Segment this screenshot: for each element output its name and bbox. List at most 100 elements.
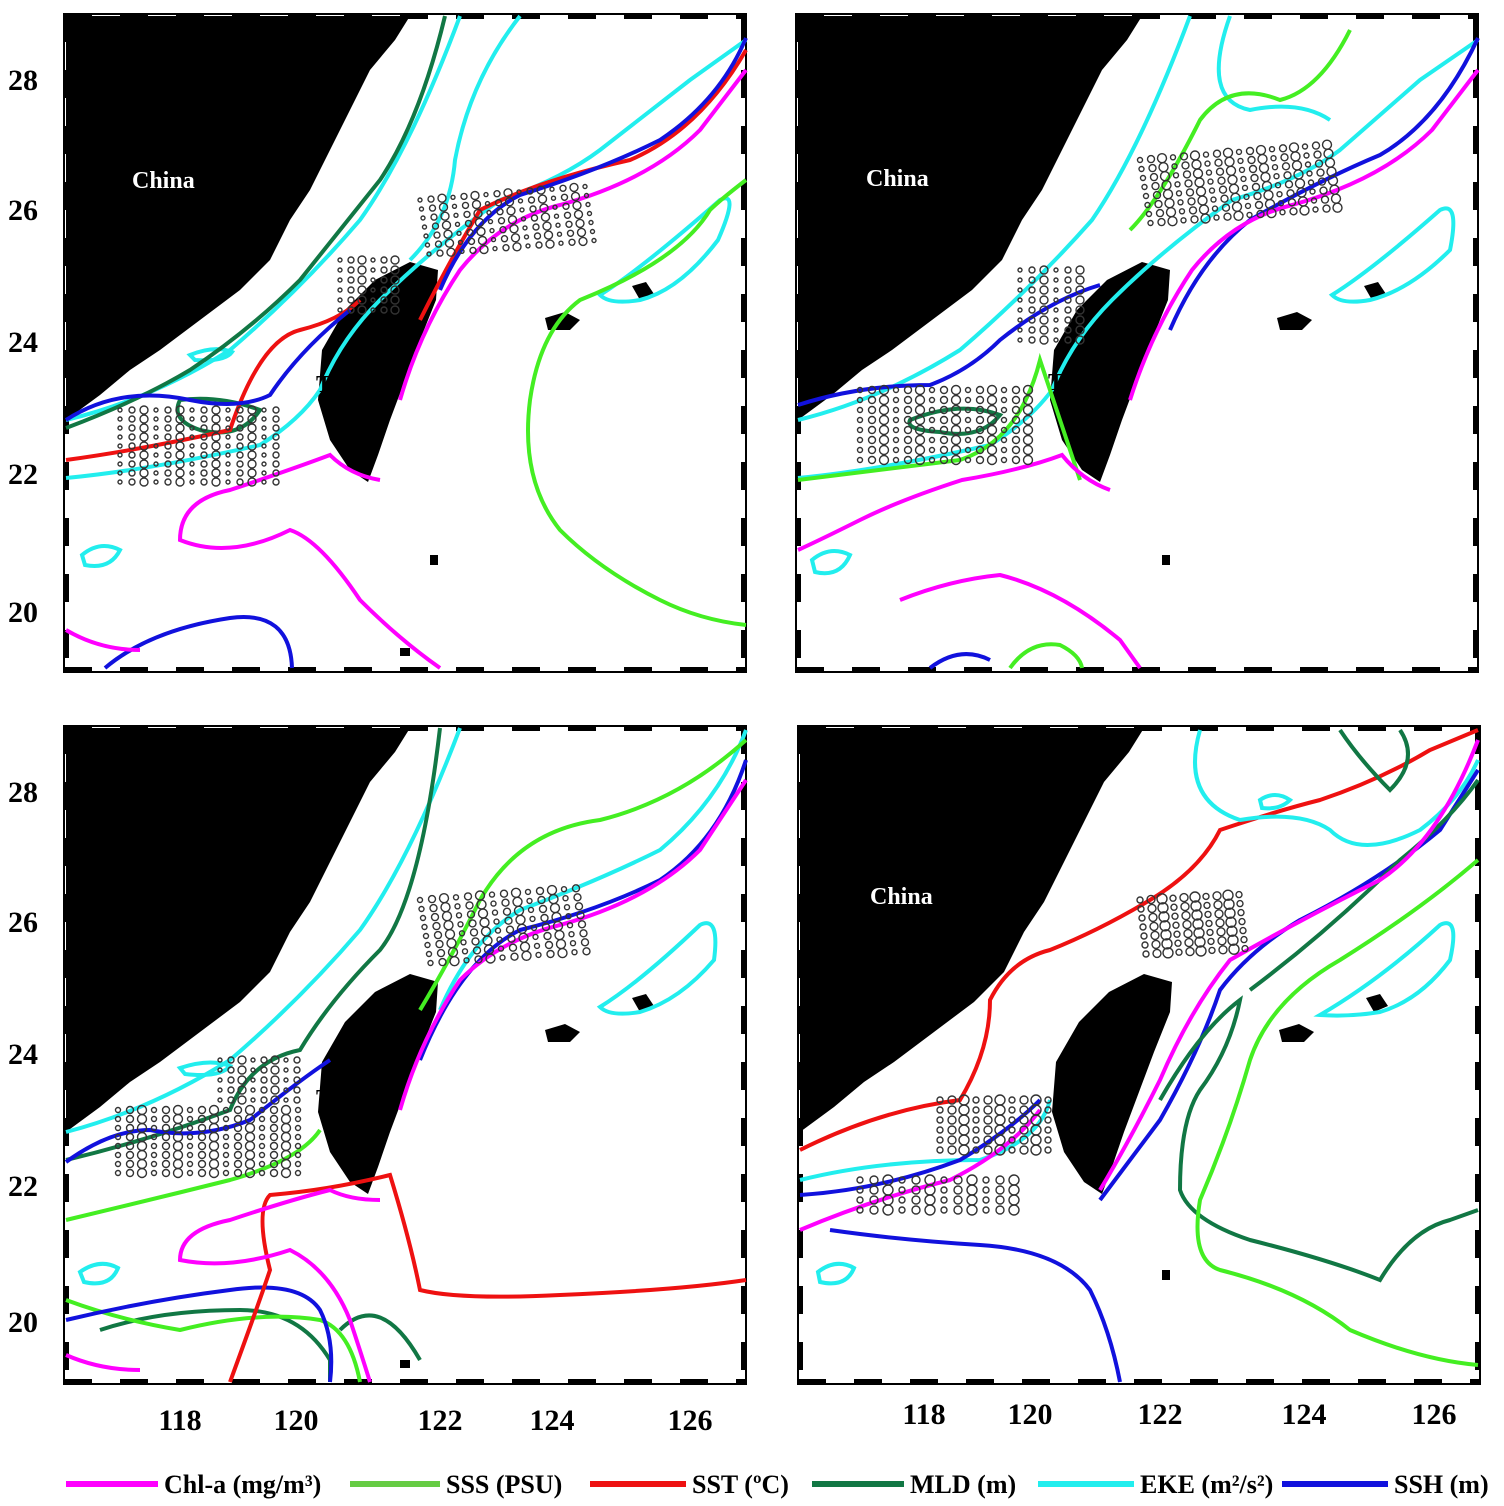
survey-stations	[114, 1104, 302, 1179]
chl-contour	[797, 68, 1480, 670]
eke-contour	[809, 549, 853, 576]
survey-stations	[117, 405, 280, 487]
label-china: China	[132, 168, 195, 194]
eke-contour	[408, 14, 522, 262]
label-taiwan: Taiwan	[316, 1086, 391, 1112]
label-taiwan: Taiwan	[1056, 1076, 1131, 1102]
sst-contour	[799, 728, 1479, 1152]
eke-contour	[1216, 15, 1332, 122]
ssh-contour	[799, 768, 1480, 1202]
lat-tick-label: 20	[8, 596, 38, 629]
survey-stations	[337, 255, 400, 315]
panel-letter: (c)	[86, 742, 130, 787]
ssh-contour	[797, 37, 1480, 407]
mld-contour	[907, 406, 1004, 436]
lat-tick-label: 26	[8, 194, 38, 227]
taiwan-land	[318, 974, 438, 1194]
survey-stations	[416, 884, 591, 967]
legend: Chl-a (mg/m³) SSS (PSU) SST (ºC) MLD (m) EKE…	[66, 1470, 1489, 1499]
legend-label: MLD (m)	[910, 1470, 1016, 1499]
mld-contour	[65, 15, 447, 430]
ssh-contour	[64, 37, 748, 422]
lat-tick-label: 28	[8, 64, 38, 97]
eke-contour	[1328, 206, 1456, 304]
lon-tick-label: 126	[1412, 1398, 1457, 1431]
eke-contour	[815, 793, 1294, 1286]
lon-tick-label: 118	[902, 1398, 945, 1431]
china-land	[800, 728, 1144, 1132]
sss-contour	[526, 178, 748, 627]
eke-contour	[797, 15, 1192, 422]
panel-spring: (a) Spring China Taiwan	[63, 13, 748, 673]
label-taiwan: Taiwan	[316, 372, 391, 398]
survey-stations	[856, 1174, 1020, 1216]
label-china: China	[870, 884, 933, 910]
sss-contour	[65, 1298, 362, 1383]
ssh-contour	[829, 1228, 1122, 1383]
taiwan-land	[318, 262, 438, 482]
label-taiwan: Taiwan	[1048, 370, 1123, 396]
ssh-contour	[65, 1285, 334, 1383]
legend-label: SST (ºC)	[692, 1470, 789, 1499]
eke-contour	[596, 921, 718, 1016]
lon-ticks-left: 118 120 122 124 126	[158, 1404, 712, 1437]
taiwan-land	[1052, 974, 1172, 1194]
panel-letter: (a)	[86, 30, 133, 75]
sst-contour	[228, 1172, 747, 1383]
mld-contour	[1158, 778, 1480, 1283]
sss-contour	[65, 738, 748, 1222]
sss-contour	[1008, 642, 1084, 670]
legend-label: SSS (PSU)	[446, 1470, 562, 1499]
lat-tick-label: 26	[8, 906, 38, 939]
panel-summer: (b) Summer China Taiwan	[795, 13, 1480, 673]
lon-tick-label: 124	[1282, 1398, 1327, 1431]
survey-stations	[417, 182, 597, 257]
chl-contour	[177, 68, 748, 670]
eke-contour	[65, 727, 462, 1134]
sst-contour	[65, 49, 748, 462]
panel-letter: (b)	[818, 38, 867, 83]
lon-tick-label: 122	[418, 1404, 463, 1437]
eke-contour	[596, 196, 732, 304]
lon-ticks-right: 118 120 122 124 126	[902, 1398, 1456, 1431]
label-china: China	[866, 166, 929, 192]
lat-tick-label: 24	[8, 326, 38, 359]
lon-tick-label: 126	[668, 1404, 713, 1437]
lon-tick-label: 118	[158, 1404, 201, 1437]
label-china: China	[132, 882, 195, 908]
china-land	[66, 728, 410, 1132]
survey-stations	[217, 1055, 301, 1105]
survey-stations	[1136, 139, 1343, 227]
eke-contour	[77, 1060, 234, 1286]
lon-tick-label: 120	[1008, 1398, 1053, 1431]
lat-tick-label: 22	[8, 1170, 38, 1203]
lon-tick-label: 124	[530, 1404, 575, 1437]
lat-tick-label: 28	[8, 776, 38, 809]
panel-winter: (d) Winter China Taiwan	[797, 725, 1481, 1385]
chl-contour	[64, 628, 141, 652]
lon-tick-label: 122	[1138, 1398, 1183, 1431]
panel-letter: (d)	[830, 742, 879, 787]
china-land	[66, 16, 410, 420]
lat-tick-label: 24	[8, 1038, 38, 1071]
survey-stations	[1136, 889, 1249, 959]
legend-label: EKE (m²/s²)	[1140, 1470, 1273, 1499]
mld-contour	[175, 396, 264, 435]
mld-contour	[99, 1307, 422, 1382]
china-land	[798, 16, 1142, 420]
ssh-contour	[928, 652, 991, 670]
panel-autumn: (c) Autumn China Taiwan	[63, 725, 748, 1385]
lat-ticks-bottom: 28 26 24 22 20	[8, 776, 38, 1339]
lat-ticks-top: 28 26 24 22 20	[8, 64, 38, 629]
survey-stations	[856, 384, 1034, 466]
lon-tick-label: 120	[274, 1404, 319, 1437]
lat-tick-label: 22	[8, 458, 38, 491]
chl-contour	[177, 778, 748, 1383]
chl-contour	[799, 739, 1480, 1232]
survey-stations	[1017, 265, 1085, 345]
taiwan-land	[1050, 262, 1170, 482]
eke-contour	[797, 38, 1480, 480]
panel-season: Winter	[904, 738, 1068, 798]
panel-season: Summer	[886, 30, 1084, 90]
